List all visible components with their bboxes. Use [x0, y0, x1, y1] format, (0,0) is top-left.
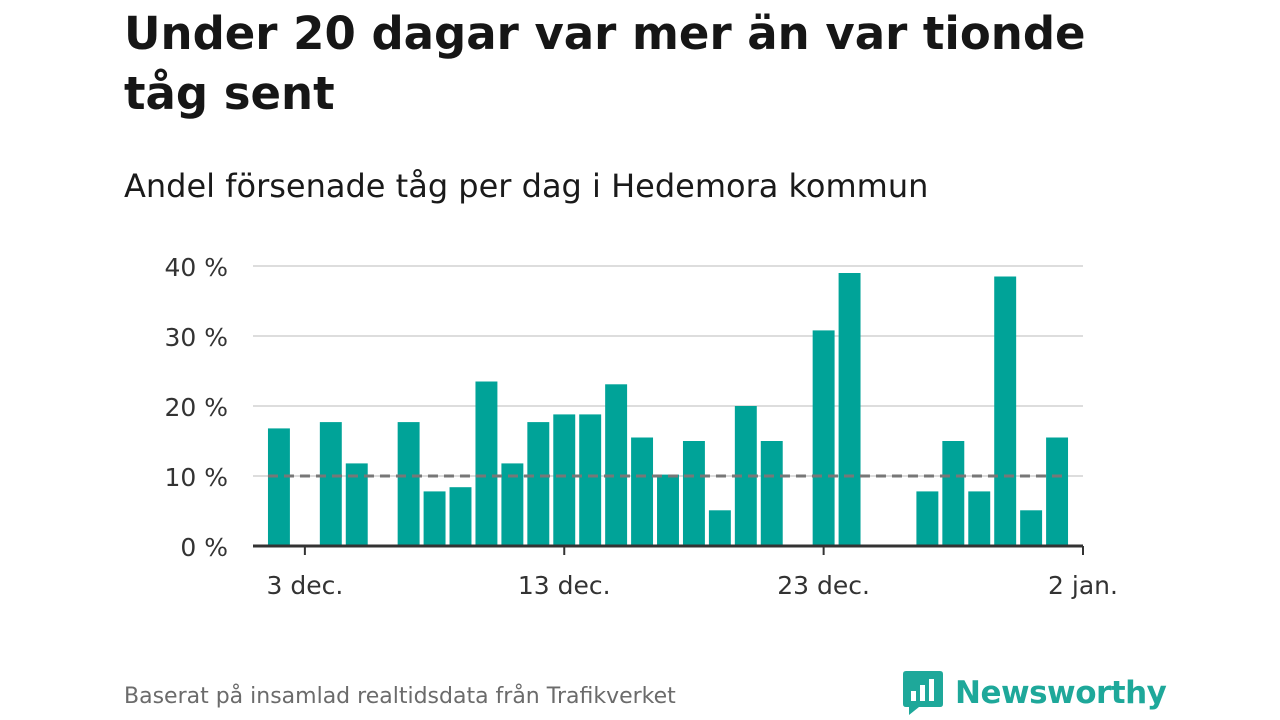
bar — [994, 276, 1017, 546]
bar — [682, 441, 705, 546]
brand-logo[interactable]: Newsworthy — [903, 671, 1167, 715]
bar — [553, 414, 576, 546]
y-tick-label: 30 % — [164, 323, 228, 352]
x-tick-label: 3 dec. — [266, 571, 343, 600]
bar — [475, 381, 498, 546]
bar — [267, 428, 290, 546]
bar — [423, 491, 446, 546]
bar — [916, 491, 939, 546]
bars — [267, 273, 1069, 546]
chart-subtitle: Andel försenade tåg per dag i Hedemora k… — [124, 167, 929, 205]
bar — [501, 463, 524, 546]
newsworthy-logo-icon — [903, 671, 943, 715]
bar — [968, 491, 991, 546]
x-axis: 3 dec. 13 dec. 23 dec. 2 jan. — [253, 544, 1118, 600]
y-tick-label: 20 % — [164, 393, 228, 422]
bar — [734, 406, 757, 546]
bar — [657, 474, 679, 546]
x-tick-label: 23 dec. — [777, 571, 870, 600]
bar — [605, 384, 628, 546]
bar — [319, 422, 342, 546]
x-tick-label: 13 dec. — [518, 571, 611, 600]
bar — [1046, 437, 1069, 546]
bar — [631, 437, 654, 546]
bar — [1020, 510, 1043, 546]
brand-name: Newsworthy — [955, 675, 1167, 711]
bar — [345, 463, 368, 546]
source-note: Baserat på insamlad realtidsdata från Tr… — [124, 684, 676, 709]
bar — [838, 273, 861, 546]
bar — [812, 330, 835, 546]
bar — [527, 422, 550, 546]
bar — [449, 487, 472, 546]
bar — [397, 422, 420, 546]
bar — [942, 441, 965, 546]
chart-title: Under 20 dagar var mer än var tionde tåg… — [124, 7, 1086, 120]
y-tick-label: 0 % — [180, 533, 228, 562]
y-axis-tick-labels: 0 % 10 % 20 % 30 % 40 % — [164, 253, 228, 562]
x-tick-label: 2 jan. — [1048, 571, 1118, 600]
bar — [579, 414, 602, 546]
bar — [708, 510, 731, 546]
bar — [760, 441, 783, 546]
y-tick-label: 40 % — [164, 253, 228, 282]
y-tick-label: 10 % — [164, 463, 228, 492]
